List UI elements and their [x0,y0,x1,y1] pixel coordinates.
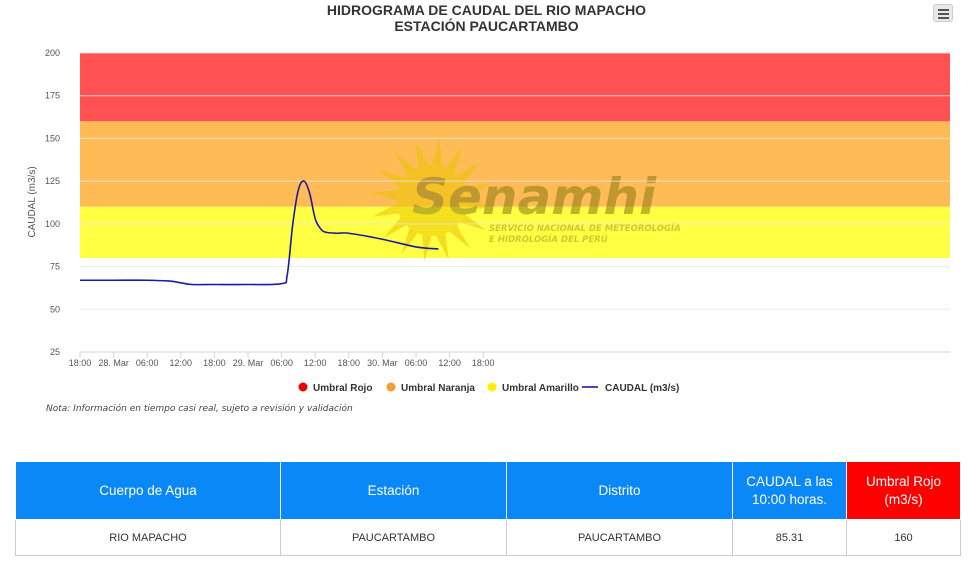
chart-title-line1: HIDROGRAMA DE CAUDAL DEL RIO MAPACHO [326,2,647,18]
legend-label: CAUDAL (m3/s) [605,383,679,394]
y-tick-label: 150 [45,133,60,143]
sun-ray-icon [435,231,449,260]
chart-note: Nota: Información en tiempo casi real, s… [46,404,353,414]
x-tick-label: 06:00 [405,358,428,368]
sun-ray-icon [372,203,401,217]
x-tick-label: 18:00 [472,358,495,368]
y-tick-label: 100 [45,219,60,229]
x-tick-label: 18:00 [69,358,92,368]
sun-ray-icon [421,232,432,262]
x-tick-label: 18:00 [203,358,226,368]
sun-ray-icon [464,200,494,211]
legend-item[interactable]: Umbral Naranja [386,382,476,395]
y-tick-label: 50 [50,304,60,314]
sun-ray-icon [401,226,419,255]
legend-label: Umbral Naranja [401,383,475,394]
threshold-band [80,53,950,122]
y-tick-label: 25 [50,347,60,357]
watermark-brand: Senamhi [412,168,657,226]
x-tick-label: 18:00 [338,358,361,368]
legend-item[interactable]: CAUDAL (m3/s) [582,383,679,394]
sun-ray-icon [415,140,429,169]
header-umbral-rojo: Umbral Rojo (m3/s) [846,461,961,520]
y-tick-label: 200 [45,48,60,58]
legend-dot-icon [386,382,396,392]
table-row: RIO MAPACHO PAUCARTAMBO PAUCARTAMBO 85.3… [15,519,961,556]
x-tick-label: 12:00 [170,358,193,368]
legend-item[interactable]: Umbral Amarillo [487,382,579,395]
header-caudal: CAUDAL a las 10:00 horas. [732,461,847,520]
sun-ray-icon [456,161,481,185]
sun-ray-icon [447,224,471,249]
watermark-subtitle-line1: SERVICIO NACIONAL DE METEOROLOGÍA [489,222,681,234]
cell-umbral-rojo: 160 [846,519,961,556]
x-tick-label: 12:00 [304,358,327,368]
y-axis-title: CAUDAL (m3/s) [27,166,38,237]
chart-title: HIDROGRAMA DE CAUDAL DEL RIO MAPACHO EST… [0,2,973,34]
y-tick-label: 125 [45,176,60,186]
x-tick-label: 12:00 [438,358,461,368]
x-tick-label: 06:00 [136,358,159,368]
x-tick-label: 30. Mar [367,358,398,368]
cell-distrito: PAUCARTAMBO [506,519,733,556]
sun-ray-icon [432,138,443,168]
sun-ray-icon [393,151,417,176]
header-estacion: Estación [280,461,507,520]
hamburger-icon [938,17,949,19]
hamburger-icon [938,13,949,15]
cell-caudal: 85.31 [732,519,847,556]
station-info-table: Cuerpo de Agua Estación Distrito CAUDAL … [15,461,961,556]
cell-cuerpo-de-agua: RIO MAPACHO [15,519,281,556]
threshold-band [80,206,950,259]
chart-title-line2: ESTACIÓN PAUCARTAMBO [394,18,579,34]
sun-ray-icon [445,145,463,174]
sun-ray-icon [383,215,408,239]
x-tick-label: 28. Mar [98,358,129,368]
sun-ray-icon [370,189,400,200]
series-line-caudal [79,180,439,286]
chart-menu-button[interactable] [933,4,953,22]
y-tick-label: 75 [50,262,60,272]
sun-icon [396,164,468,236]
watermark-subtitle-line2: E HIDROLOGÍA DEL PERÚ [489,233,608,245]
header-cuerpo-de-agua: Cuerpo de Agua [15,461,281,520]
x-tick-label: 06:00 [270,358,293,368]
legend-dot-icon [298,382,308,392]
header-distrito: Distrito [506,461,733,520]
cell-estacion: PAUCARTAMBO [280,519,507,556]
hamburger-icon [938,9,949,11]
legend-dot-icon [487,382,497,392]
sun-ray-icon [458,213,487,231]
legend-label: Umbral Rojo [313,383,372,394]
legend-label: Umbral Amarillo [502,383,579,394]
table-header-row: Cuerpo de Agua Estación Distrito CAUDAL … [15,461,961,520]
legend-item[interactable]: Umbral Rojo [298,382,373,395]
x-tick-label: 29. Mar [233,358,264,368]
sun-ray-icon [463,183,492,197]
sun-ray-icon [377,169,406,187]
y-tick-label: 175 [45,91,60,101]
threshold-band [80,121,950,207]
